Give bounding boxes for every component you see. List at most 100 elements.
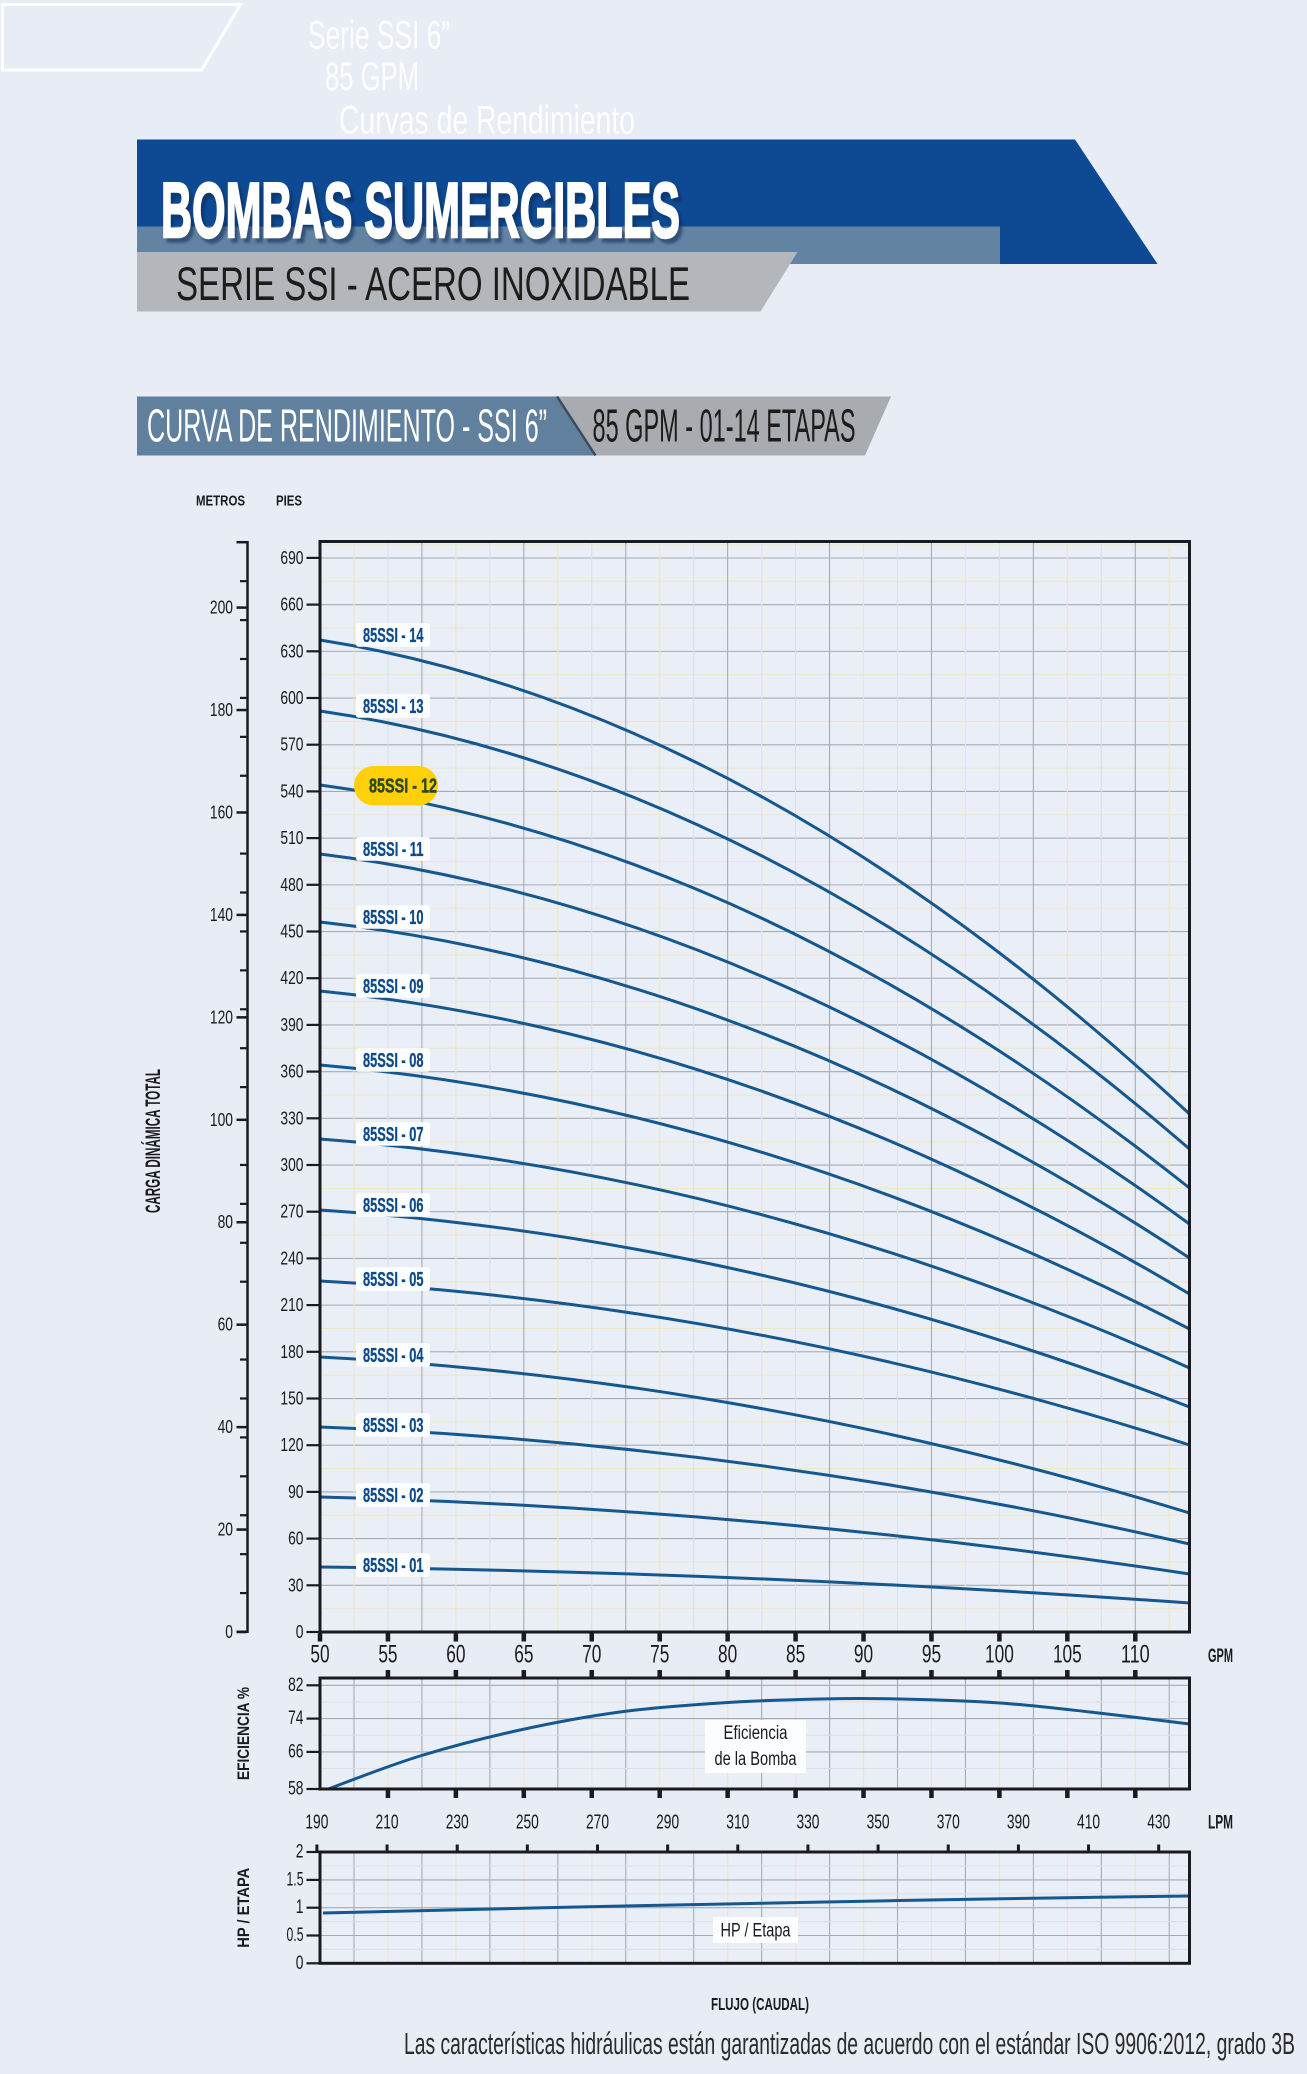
svg-text:0: 0 bbox=[296, 1952, 304, 1974]
svg-text:85SSI - 07: 85SSI - 07 bbox=[363, 1124, 424, 1146]
svg-text:1: 1 bbox=[296, 1896, 304, 1918]
svg-text:90: 90 bbox=[288, 1482, 303, 1502]
svg-text:290: 290 bbox=[656, 1812, 679, 1834]
svg-text:630: 630 bbox=[280, 641, 303, 661]
svg-text:PIES: PIES bbox=[276, 493, 302, 510]
svg-text:85SSI - 01: 85SSI - 01 bbox=[363, 1555, 424, 1577]
svg-text:85 GPM: 85 GPM bbox=[325, 55, 419, 99]
svg-text:120: 120 bbox=[280, 1435, 303, 1455]
svg-text:120: 120 bbox=[210, 1007, 233, 1027]
svg-text:90: 90 bbox=[854, 1641, 873, 1669]
svg-text:75: 75 bbox=[650, 1641, 669, 1669]
svg-text:420: 420 bbox=[280, 968, 303, 988]
svg-text:85SSI - 10: 85SSI - 10 bbox=[363, 907, 424, 929]
svg-text:40: 40 bbox=[218, 1417, 233, 1437]
svg-text:85SSI - 13: 85SSI - 13 bbox=[363, 696, 424, 718]
svg-text:210: 210 bbox=[280, 1295, 303, 1315]
svg-text:360: 360 bbox=[280, 1062, 303, 1082]
svg-text:190: 190 bbox=[305, 1812, 328, 1834]
svg-text:55: 55 bbox=[378, 1641, 397, 1669]
svg-text:Eficiencia: Eficiencia bbox=[724, 1723, 788, 1744]
svg-text:300: 300 bbox=[280, 1155, 303, 1175]
svg-text:390: 390 bbox=[280, 1015, 303, 1035]
svg-text:85SSI - 12: 85SSI - 12 bbox=[369, 776, 437, 798]
svg-text:540: 540 bbox=[280, 781, 303, 801]
svg-text:CARGA DINÁMICA TOTAL: CARGA DINÁMICA TOTAL bbox=[142, 1069, 165, 1213]
svg-text:410: 410 bbox=[1077, 1812, 1100, 1834]
svg-text:65: 65 bbox=[514, 1641, 533, 1669]
svg-text:110: 110 bbox=[1121, 1641, 1150, 1669]
svg-text:660: 660 bbox=[280, 595, 303, 615]
svg-text:50: 50 bbox=[310, 1641, 329, 1669]
svg-text:60: 60 bbox=[288, 1529, 303, 1549]
svg-text:85 GPM - 01-14 ETAPAS: 85 GPM - 01-14 ETAPAS bbox=[593, 400, 856, 452]
svg-text:690: 690 bbox=[280, 548, 303, 568]
svg-text:74: 74 bbox=[288, 1707, 304, 1729]
svg-text:85SSI - 11: 85SSI - 11 bbox=[363, 839, 424, 861]
svg-text:250: 250 bbox=[516, 1812, 539, 1834]
svg-text:EFICIENCIA %: EFICIENCIA % bbox=[234, 1687, 253, 1780]
svg-text:85SSI - 03: 85SSI - 03 bbox=[363, 1415, 424, 1437]
svg-text:60: 60 bbox=[446, 1641, 465, 1669]
svg-text:450: 450 bbox=[280, 922, 303, 942]
svg-text:BOMBAS SUMERGIBLES: BOMBAS SUMERGIBLES bbox=[161, 166, 680, 254]
svg-text:82: 82 bbox=[288, 1674, 303, 1696]
svg-text:BOMBAS SUMERGIBLES: BOMBAS SUMERGIBLES bbox=[165, 171, 684, 259]
svg-text:80: 80 bbox=[218, 1212, 233, 1232]
svg-text:0: 0 bbox=[225, 1622, 233, 1642]
svg-text:180: 180 bbox=[210, 700, 233, 720]
svg-text:85SSI - 08: 85SSI - 08 bbox=[363, 1050, 424, 1072]
svg-text:230: 230 bbox=[446, 1812, 469, 1834]
svg-text:95: 95 bbox=[922, 1641, 941, 1669]
svg-text:HP / Etapa: HP / Etapa bbox=[721, 1921, 791, 1942]
svg-text:480: 480 bbox=[280, 875, 303, 895]
svg-text:Curvas de Rendimiento: Curvas de Rendimiento bbox=[339, 99, 635, 143]
svg-text:2: 2 bbox=[296, 1841, 304, 1863]
svg-text:20: 20 bbox=[218, 1520, 233, 1540]
svg-text:66: 66 bbox=[288, 1740, 303, 1762]
svg-text:240: 240 bbox=[280, 1248, 303, 1268]
svg-text:510: 510 bbox=[280, 828, 303, 848]
svg-text:FLUJO (CAUDAL): FLUJO (CAUDAL) bbox=[711, 1994, 809, 2014]
svg-text:390: 390 bbox=[1007, 1812, 1030, 1834]
svg-text:310: 310 bbox=[726, 1812, 749, 1834]
svg-text:85SSI - 06: 85SSI - 06 bbox=[363, 1195, 424, 1217]
svg-text:85SSI - 14: 85SSI - 14 bbox=[363, 625, 424, 647]
svg-text:160: 160 bbox=[210, 802, 233, 822]
svg-text:GPM: GPM bbox=[1208, 1646, 1233, 1667]
svg-text:1.5: 1.5 bbox=[287, 1868, 304, 1890]
svg-text:58: 58 bbox=[288, 1778, 303, 1800]
svg-text:270: 270 bbox=[280, 1202, 303, 1222]
svg-text:CURVA DE RENDIMIENTO - SSI 6”: CURVA DE RENDIMIENTO - SSI 6” bbox=[147, 400, 547, 452]
svg-text:85SSI - 04: 85SSI - 04 bbox=[363, 1345, 424, 1367]
svg-text:105: 105 bbox=[1053, 1641, 1082, 1669]
svg-text:Serie SSI 6”: Serie SSI 6” bbox=[308, 14, 450, 58]
svg-text:370: 370 bbox=[937, 1812, 960, 1834]
svg-text:600: 600 bbox=[280, 688, 303, 708]
svg-text:140: 140 bbox=[210, 905, 233, 925]
svg-text:85: 85 bbox=[786, 1641, 805, 1669]
svg-text:430: 430 bbox=[1147, 1812, 1170, 1834]
svg-text:330: 330 bbox=[796, 1812, 819, 1834]
svg-text:270: 270 bbox=[586, 1812, 609, 1834]
svg-text:570: 570 bbox=[280, 735, 303, 755]
svg-text:200: 200 bbox=[210, 598, 233, 618]
svg-text:350: 350 bbox=[867, 1812, 890, 1834]
svg-text:METROS: METROS bbox=[196, 493, 245, 510]
svg-text:60: 60 bbox=[218, 1315, 233, 1335]
svg-text:150: 150 bbox=[280, 1389, 303, 1409]
svg-text:80: 80 bbox=[718, 1641, 737, 1669]
svg-text:0: 0 bbox=[296, 1622, 304, 1642]
svg-text:70: 70 bbox=[582, 1641, 601, 1669]
svg-text:100: 100 bbox=[210, 1110, 233, 1130]
svg-text:SERIE SSI - ACERO INOXIDABLE: SERIE SSI - ACERO INOXIDABLE bbox=[176, 257, 690, 310]
svg-text:de la Bomba: de la Bomba bbox=[715, 1749, 797, 1770]
svg-text:85SSI - 05: 85SSI - 05 bbox=[363, 1269, 424, 1291]
svg-text:85SSI - 02: 85SSI - 02 bbox=[363, 1485, 424, 1507]
svg-text:210: 210 bbox=[376, 1812, 399, 1834]
svg-text:30: 30 bbox=[288, 1575, 303, 1595]
svg-text:HP / ETAPA: HP / ETAPA bbox=[234, 1868, 253, 1948]
svg-text:330: 330 bbox=[280, 1108, 303, 1128]
svg-text:0.5: 0.5 bbox=[287, 1924, 304, 1946]
svg-text:180: 180 bbox=[280, 1342, 303, 1362]
